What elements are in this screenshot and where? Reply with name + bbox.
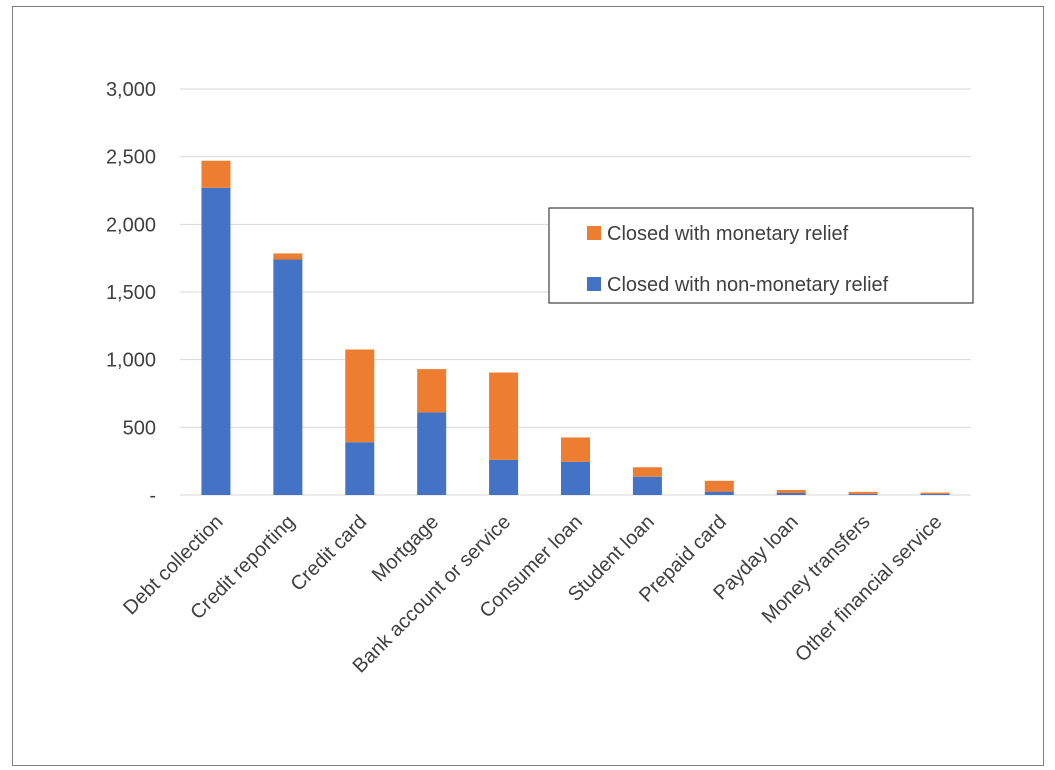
bar-segment-non-monetary: [417, 412, 447, 495]
legend: Closed with monetary relief Closed with …: [548, 207, 974, 304]
y-tick-label: 3,000: [106, 79, 156, 101]
bar-segment-monetary: [345, 349, 375, 443]
bar-segment-monetary: [489, 372, 519, 460]
bars: [201, 160, 950, 495]
bar-segment-monetary: [920, 492, 950, 494]
bar-segment-non-monetary: [345, 442, 375, 495]
bar-segment-non-monetary: [776, 492, 806, 495]
y-tick-label: 1,500: [106, 282, 156, 304]
bar-segment-non-monetary: [920, 493, 950, 495]
stacked-bar-chart: - 500 1,000 1,500 2,000 2,500 3,000 Debt colle…: [106, 79, 974, 677]
y-tick-label: 2,500: [106, 147, 156, 169]
legend-box: [548, 207, 974, 304]
y-tick-label: -: [149, 485, 156, 507]
bar-segment-non-monetary: [273, 259, 303, 495]
y-tick-label: 500: [123, 417, 156, 439]
bar-segment-non-monetary: [489, 459, 519, 495]
bar-segment-monetary: [632, 467, 662, 477]
y-tick-label: 1,000: [106, 350, 156, 372]
bar-segment-monetary: [561, 437, 590, 462]
bar-segment-monetary: [417, 369, 447, 413]
legend-label-non-monetary: Closed with non-monetary relief: [607, 274, 889, 296]
bar-segment-non-monetary: [632, 476, 662, 495]
legend-label-monetary: Closed with monetary relief: [607, 223, 849, 245]
bar-segment-monetary: [848, 491, 878, 494]
y-tick-label: 2,000: [106, 214, 156, 236]
bar-segment-non-monetary: [704, 491, 734, 495]
x-category-label: Mortgage: [368, 511, 443, 586]
legend-swatch-non-monetary: [587, 277, 601, 291]
bar-segment-monetary: [776, 489, 806, 493]
bar-segment-non-monetary: [848, 493, 878, 495]
bar-segment-non-monetary: [201, 187, 231, 495]
bar-segment-non-monetary: [561, 461, 590, 495]
y-axis-tick-labels: - 500 1,000 1,500 2,000 2,500 3,000: [106, 79, 156, 507]
x-category-label: Other financial service: [791, 511, 946, 666]
bar-segment-monetary: [704, 480, 734, 492]
x-category-label: Credit card: [287, 511, 372, 596]
bar-segment-monetary: [201, 160, 231, 188]
chart-frame: - 500 1,000 1,500 2,000 2,500 3,000 Debt colle…: [12, 6, 1044, 766]
bar-segment-monetary: [273, 253, 303, 260]
legend-swatch-monetary: [587, 226, 601, 240]
